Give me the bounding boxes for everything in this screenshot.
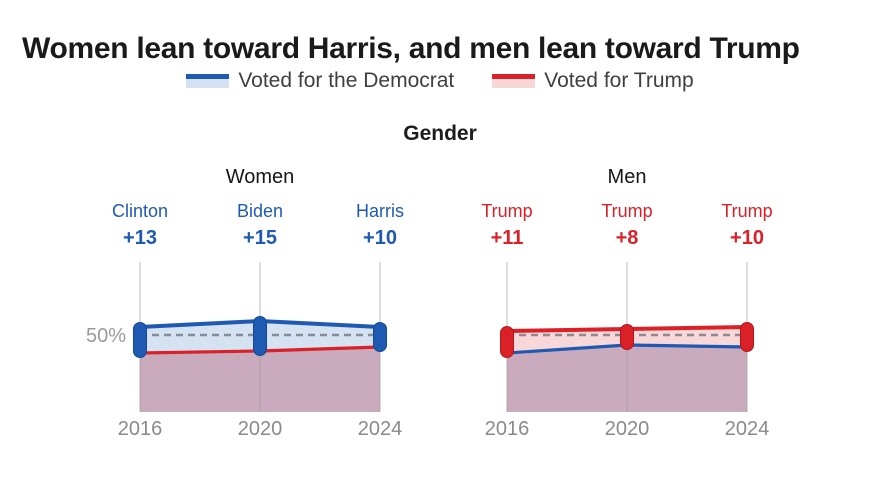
legend-item-trump: Voted for Trump: [492, 69, 694, 93]
trump-swatch-icon: [492, 74, 536, 88]
legend: Voted for the Democrat Voted for Trump: [0, 69, 880, 93]
candidate-name: Trump: [481, 201, 533, 221]
gap-pill-marker: [500, 326, 514, 358]
x-tick-women-2020: 2020: [237, 418, 283, 440]
candidate-margin: +11: [490, 226, 524, 249]
candidate-margin: +8: [615, 226, 639, 249]
fifty-percent-label: 50%: [85, 325, 126, 347]
candidate-label-men-2020: Trump +8: [567, 201, 687, 250]
candidate-margin: +10: [363, 226, 397, 249]
candidate-margin: +10: [730, 226, 764, 249]
candidate-margin: +13: [123, 226, 157, 249]
x-tick-men-2024: 2024: [724, 418, 770, 440]
candidate-label-women-2020: Biden +15: [200, 201, 320, 250]
gap-pill-marker: [253, 316, 267, 356]
gap-pill-marker: [373, 322, 387, 352]
men-panel-title: Men: [607, 166, 647, 188]
gap-pill-marker: [740, 322, 754, 352]
candidate-name: Biden: [236, 201, 284, 221]
candidate-label-men-2016: Trump +11: [447, 201, 567, 250]
candidate-label-women-2016: Clinton +13: [80, 201, 200, 250]
candidate-label-men-2024: Trump +10: [687, 201, 807, 250]
gap-pill-marker: [620, 324, 634, 350]
candidate-name: Trump: [721, 201, 773, 221]
men-panel: Men Trump +11 Trump +8 Trump +10 2016 20…: [477, 0, 777, 488]
women-panel-title: Women: [225, 166, 295, 188]
candidate-margin: +15: [243, 226, 277, 249]
x-tick-men-2016: 2016: [484, 418, 530, 440]
women-chart: [133, 262, 387, 412]
section-title-gender: Gender: [403, 122, 477, 145]
candidate-name: Clinton: [111, 201, 169, 221]
democrat-swatch-icon: [186, 74, 230, 88]
legend-label-democrat: Voted for the Democrat: [238, 69, 455, 92]
x-tick-women-2016: 2016: [117, 418, 163, 440]
chart-title: Women lean toward Harris, and men lean t…: [22, 32, 800, 66]
legend-item-democrat: Voted for the Democrat: [186, 69, 454, 93]
x-tick-women-2024: 2024: [357, 418, 403, 440]
men-chart: [500, 262, 754, 412]
gap-pill-marker: [133, 322, 147, 358]
legend-label-trump: Voted for Trump: [544, 69, 694, 92]
candidate-name: Harris: [356, 201, 404, 221]
candidate-label-women-2024: Harris +10: [320, 201, 440, 250]
candidate-name: Trump: [601, 201, 653, 221]
women-panel: Women Clinton +13 Biden +15 Harris +10 2…: [110, 0, 410, 488]
x-tick-men-2020: 2020: [604, 418, 650, 440]
